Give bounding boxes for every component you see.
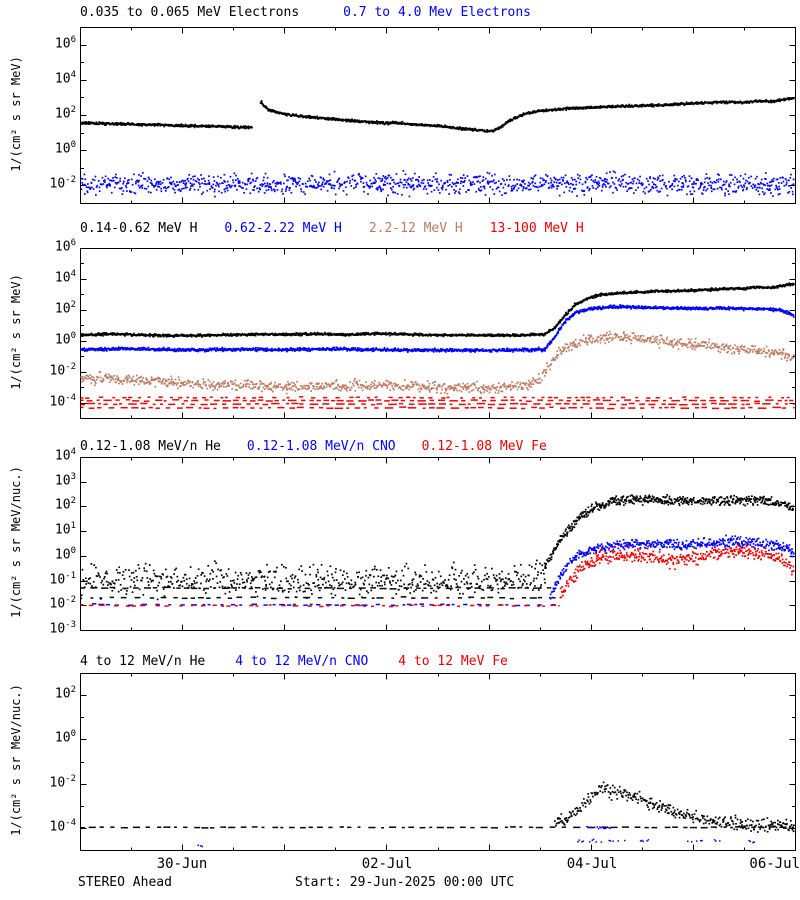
panel3-y-axis-label: 1/(cm² s sr MeV/nuc.): [9, 466, 23, 618]
legend-he-low: 0.12-1.08 MeV/n He: [80, 439, 221, 454]
panel2-legend: 0.14-0.62 MeV H 0.62-2.22 MeV H 2.2-12 M…: [80, 222, 584, 236]
legend-cno-high: 4 to 12 MeV/n CNO: [235, 654, 369, 669]
y-tick-label: 102: [54, 105, 76, 122]
x-tick-06-jul: 06-Jul: [749, 856, 800, 872]
panel1-legend: 0.035 to 0.065 MeV Electrons 0.7 to 4.0 …: [80, 6, 531, 20]
legend-electrons-high: 0.7 to 4.0 Mev Electrons: [343, 5, 531, 20]
panel3-legend: 0.12-1.08 MeV/n He 0.12-1.08 MeV/n CNO 0…: [80, 440, 547, 454]
y-tick-label: 104: [54, 268, 76, 286]
y-tick-label: 10-4: [49, 392, 77, 409]
legend-fe-low: 0.12-1.08 MeV Fe: [421, 439, 547, 454]
y-tick-label: 100: [54, 140, 76, 157]
y-tick-label: 103: [54, 471, 76, 489]
panel4-y-axis-label: 1/(cm² s sr MeV/nuc.): [9, 684, 23, 836]
legend-h-band4: 13-100 MeV H: [489, 221, 584, 236]
y-tick-label: 102: [54, 299, 76, 317]
spacecraft-label: STEREO Ahead: [78, 875, 172, 890]
y-tick-label: 10-2: [49, 175, 77, 192]
legend-h-band2: 0.62-2.22 MeV H: [224, 221, 342, 236]
legend-cno-low: 0.12-1.08 MeV/n CNO: [246, 439, 396, 454]
y-tick-label: 10-3: [49, 620, 77, 637]
panel4-legend: 4 to 12 MeV/n He 4 to 12 MeV/n CNO 4 to …: [80, 655, 508, 669]
y-tick-label: 10-1: [49, 570, 77, 587]
panel1-y-axis-label: 1/(cm² s sr MeV): [9, 56, 23, 172]
y-tick-label: 100: [54, 729, 76, 746]
y-tick-label: 10-4: [49, 817, 77, 835]
legend-fe-high: 4 to 12 MeV Fe: [398, 654, 508, 669]
legend-h-band1: 0.14-0.62 MeV H: [80, 221, 198, 236]
x-tick-30-jun: 30-Jun: [156, 856, 208, 872]
y-tick-label: 104: [54, 69, 76, 87]
y-tick-label: 101: [54, 521, 76, 538]
x-tick-02-jul: 02-Jul: [361, 856, 413, 872]
panel2-y-axis-label: 1/(cm² s sr MeV): [9, 274, 23, 390]
legend-h-band3: 2.2-12 MeV H: [368, 221, 463, 236]
y-tick-label: 10-2: [49, 773, 77, 790]
start-time-label: Start: 29-Jun-2025 00:00 UTC: [295, 875, 515, 890]
y-tick-label: 106: [54, 238, 76, 255]
y-tick-label: 104: [54, 447, 76, 464]
y-tick-label: 10-2: [49, 361, 77, 378]
y-tick-label: 102: [54, 685, 76, 702]
y-tick-label: 106: [54, 34, 76, 51]
legend-electrons-low: 0.035 to 0.065 MeV Electrons: [80, 5, 300, 20]
y-tick-label: 102: [54, 496, 76, 513]
y-tick-label: 100: [54, 545, 76, 563]
y-tick-label: 10-2: [49, 595, 77, 612]
y-tick-label: 100: [54, 330, 76, 348]
legend-he-high: 4 to 12 MeV/n He: [80, 654, 206, 669]
x-tick-04-jul: 04-Jul: [566, 856, 618, 872]
